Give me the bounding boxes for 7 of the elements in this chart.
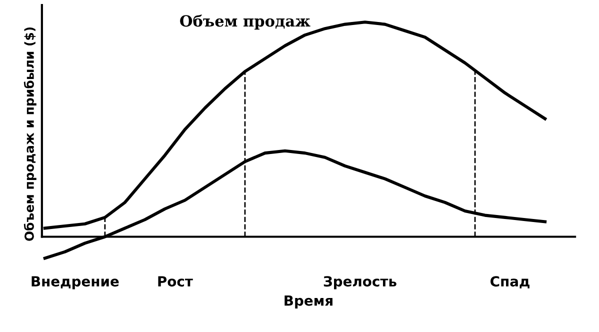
text: Рост	[158, 276, 193, 287]
text: Внедрение	[32, 276, 119, 290]
series-label: Объем продаж	[180, 14, 310, 30]
y-axis-title: Объем продаж и прибыли ($)	[24, 27, 36, 241]
text: Спад	[490, 276, 530, 288]
text: Зрелость	[324, 276, 396, 290]
x-axis-title: Время	[284, 296, 332, 309]
